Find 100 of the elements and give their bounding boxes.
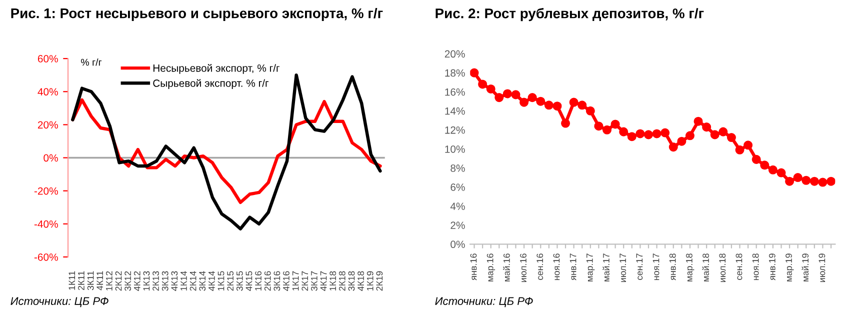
x-tick-label: 4К14 <box>208 271 215 291</box>
x-tick-label: 4К17 <box>320 271 327 291</box>
point <box>802 176 811 185</box>
point <box>752 154 761 164</box>
legend-label: Сырьевой экспорт. % г/г <box>153 79 268 89</box>
legend-label: Несырьевой экспорт, % г/г <box>153 64 280 74</box>
x-tick-label: июл.19 <box>818 254 826 282</box>
text: Источники: ЦБ РФ <box>10 297 108 308</box>
y-tick-label: -20% <box>34 187 58 195</box>
y-tick-label: 18% <box>445 69 465 77</box>
point <box>494 93 504 102</box>
y-tick-label: 2% <box>450 222 465 229</box>
point <box>644 130 654 140</box>
x-tick-label: 2К11 <box>78 271 84 290</box>
y-tick-label: 6% <box>450 184 465 191</box>
point <box>586 106 595 116</box>
x-tick-label: 2К19 <box>376 271 383 291</box>
x-tick-label: 3К11 <box>87 271 94 290</box>
point <box>552 102 562 111</box>
point <box>760 160 770 170</box>
x-tick-label: 1К11 <box>68 271 76 290</box>
point <box>470 68 479 78</box>
point <box>677 136 686 146</box>
x-tick-label: 4К15 <box>246 271 252 291</box>
y-tick-label: 0% <box>44 154 58 162</box>
x-tick-label: 2К13 <box>152 271 159 291</box>
x-tick-label: 4К12 <box>134 271 140 291</box>
x-tick-label: июл.18 <box>719 254 726 282</box>
x-tick-label: 3К18 <box>348 271 355 291</box>
x-tick-label: 1К16 <box>255 271 262 290</box>
y-tick-label: 60% <box>38 55 58 62</box>
x-tick-label: 1К18 <box>330 271 336 290</box>
y-tick-label: 8% <box>450 164 465 172</box>
y-tick-label: -40% <box>34 220 58 228</box>
point <box>502 89 512 98</box>
x-tick-label: май.16 <box>503 254 510 282</box>
x-tick-label: 2К15 <box>227 271 234 291</box>
chart-title: Рис. 1: Рост несырьевого и сырьевого экспорта, % г/г <box>11 8 383 21</box>
point <box>785 176 794 186</box>
point <box>685 131 694 140</box>
x-tick-label: июл.16 <box>520 254 526 282</box>
point <box>536 96 546 106</box>
point <box>652 129 662 138</box>
point <box>818 178 828 187</box>
x-tick-label: 3К14 <box>199 271 206 291</box>
point <box>520 98 529 107</box>
y-tick-label: 14% <box>445 107 465 115</box>
x-tick-label: ноя.16 <box>553 254 560 280</box>
x-tick-label: ноя.18 <box>752 254 759 280</box>
x-tick-label: 3К16 <box>274 271 280 291</box>
x-tick-label: сен.17 <box>636 254 643 280</box>
point <box>528 93 537 102</box>
point <box>578 100 587 110</box>
point <box>726 133 736 142</box>
x-tick-label: мар.18 <box>686 254 694 282</box>
text: Источники: ЦБ РФ <box>435 297 533 308</box>
y-tick-label: 20% <box>444 50 465 58</box>
x-tick-label: сен.16 <box>536 254 544 280</box>
x-tick-label: 1К17 <box>292 271 299 290</box>
point <box>668 142 678 152</box>
point <box>569 98 578 107</box>
x-tick-label: 4К13 <box>171 271 178 291</box>
x-tick-label: 3К17 <box>311 271 318 291</box>
point <box>660 128 670 138</box>
point <box>594 122 604 131</box>
x-tick-label: янв.19 <box>768 254 776 280</box>
point <box>619 127 628 136</box>
x-tick-label: 1К15 <box>218 271 224 290</box>
x-tick-label: 3К13 <box>162 271 168 291</box>
point <box>735 145 744 154</box>
x-tick-label: янв.17 <box>570 254 576 280</box>
point <box>702 122 712 132</box>
x-tick-label: 2К14 <box>190 271 196 291</box>
x-tick-label: 3К12 <box>124 271 132 291</box>
point <box>544 100 554 110</box>
point <box>627 132 636 142</box>
x-tick-label: май.19 <box>802 254 809 282</box>
x-tick-label: 3К15 <box>236 271 243 291</box>
point <box>826 176 836 186</box>
x-tick-label: июл.17 <box>620 254 626 282</box>
point <box>810 176 819 186</box>
point <box>511 90 520 100</box>
x-tick-label: ноя.17 <box>652 254 660 280</box>
x-tick-label: 1К14 <box>180 271 187 290</box>
point <box>610 120 620 129</box>
x-tick-label: май.17 <box>602 254 610 282</box>
y-tick-label: 20% <box>38 121 58 129</box>
line-series <box>71 73 382 230</box>
x-tick-label: 1К19 <box>366 271 374 290</box>
point <box>602 125 612 134</box>
point <box>561 118 570 128</box>
x-tick-label: 2К16 <box>264 271 271 291</box>
x-tick-label: 2К12 <box>115 271 122 291</box>
point <box>776 168 786 178</box>
x-tick-label: 1К12 <box>106 271 112 290</box>
x-tick-label: янв.16 <box>470 254 477 280</box>
point <box>636 129 645 138</box>
y-axis-title: % г/г <box>81 58 102 66</box>
point <box>694 116 703 126</box>
x-tick-label: 2К17 <box>302 271 308 291</box>
